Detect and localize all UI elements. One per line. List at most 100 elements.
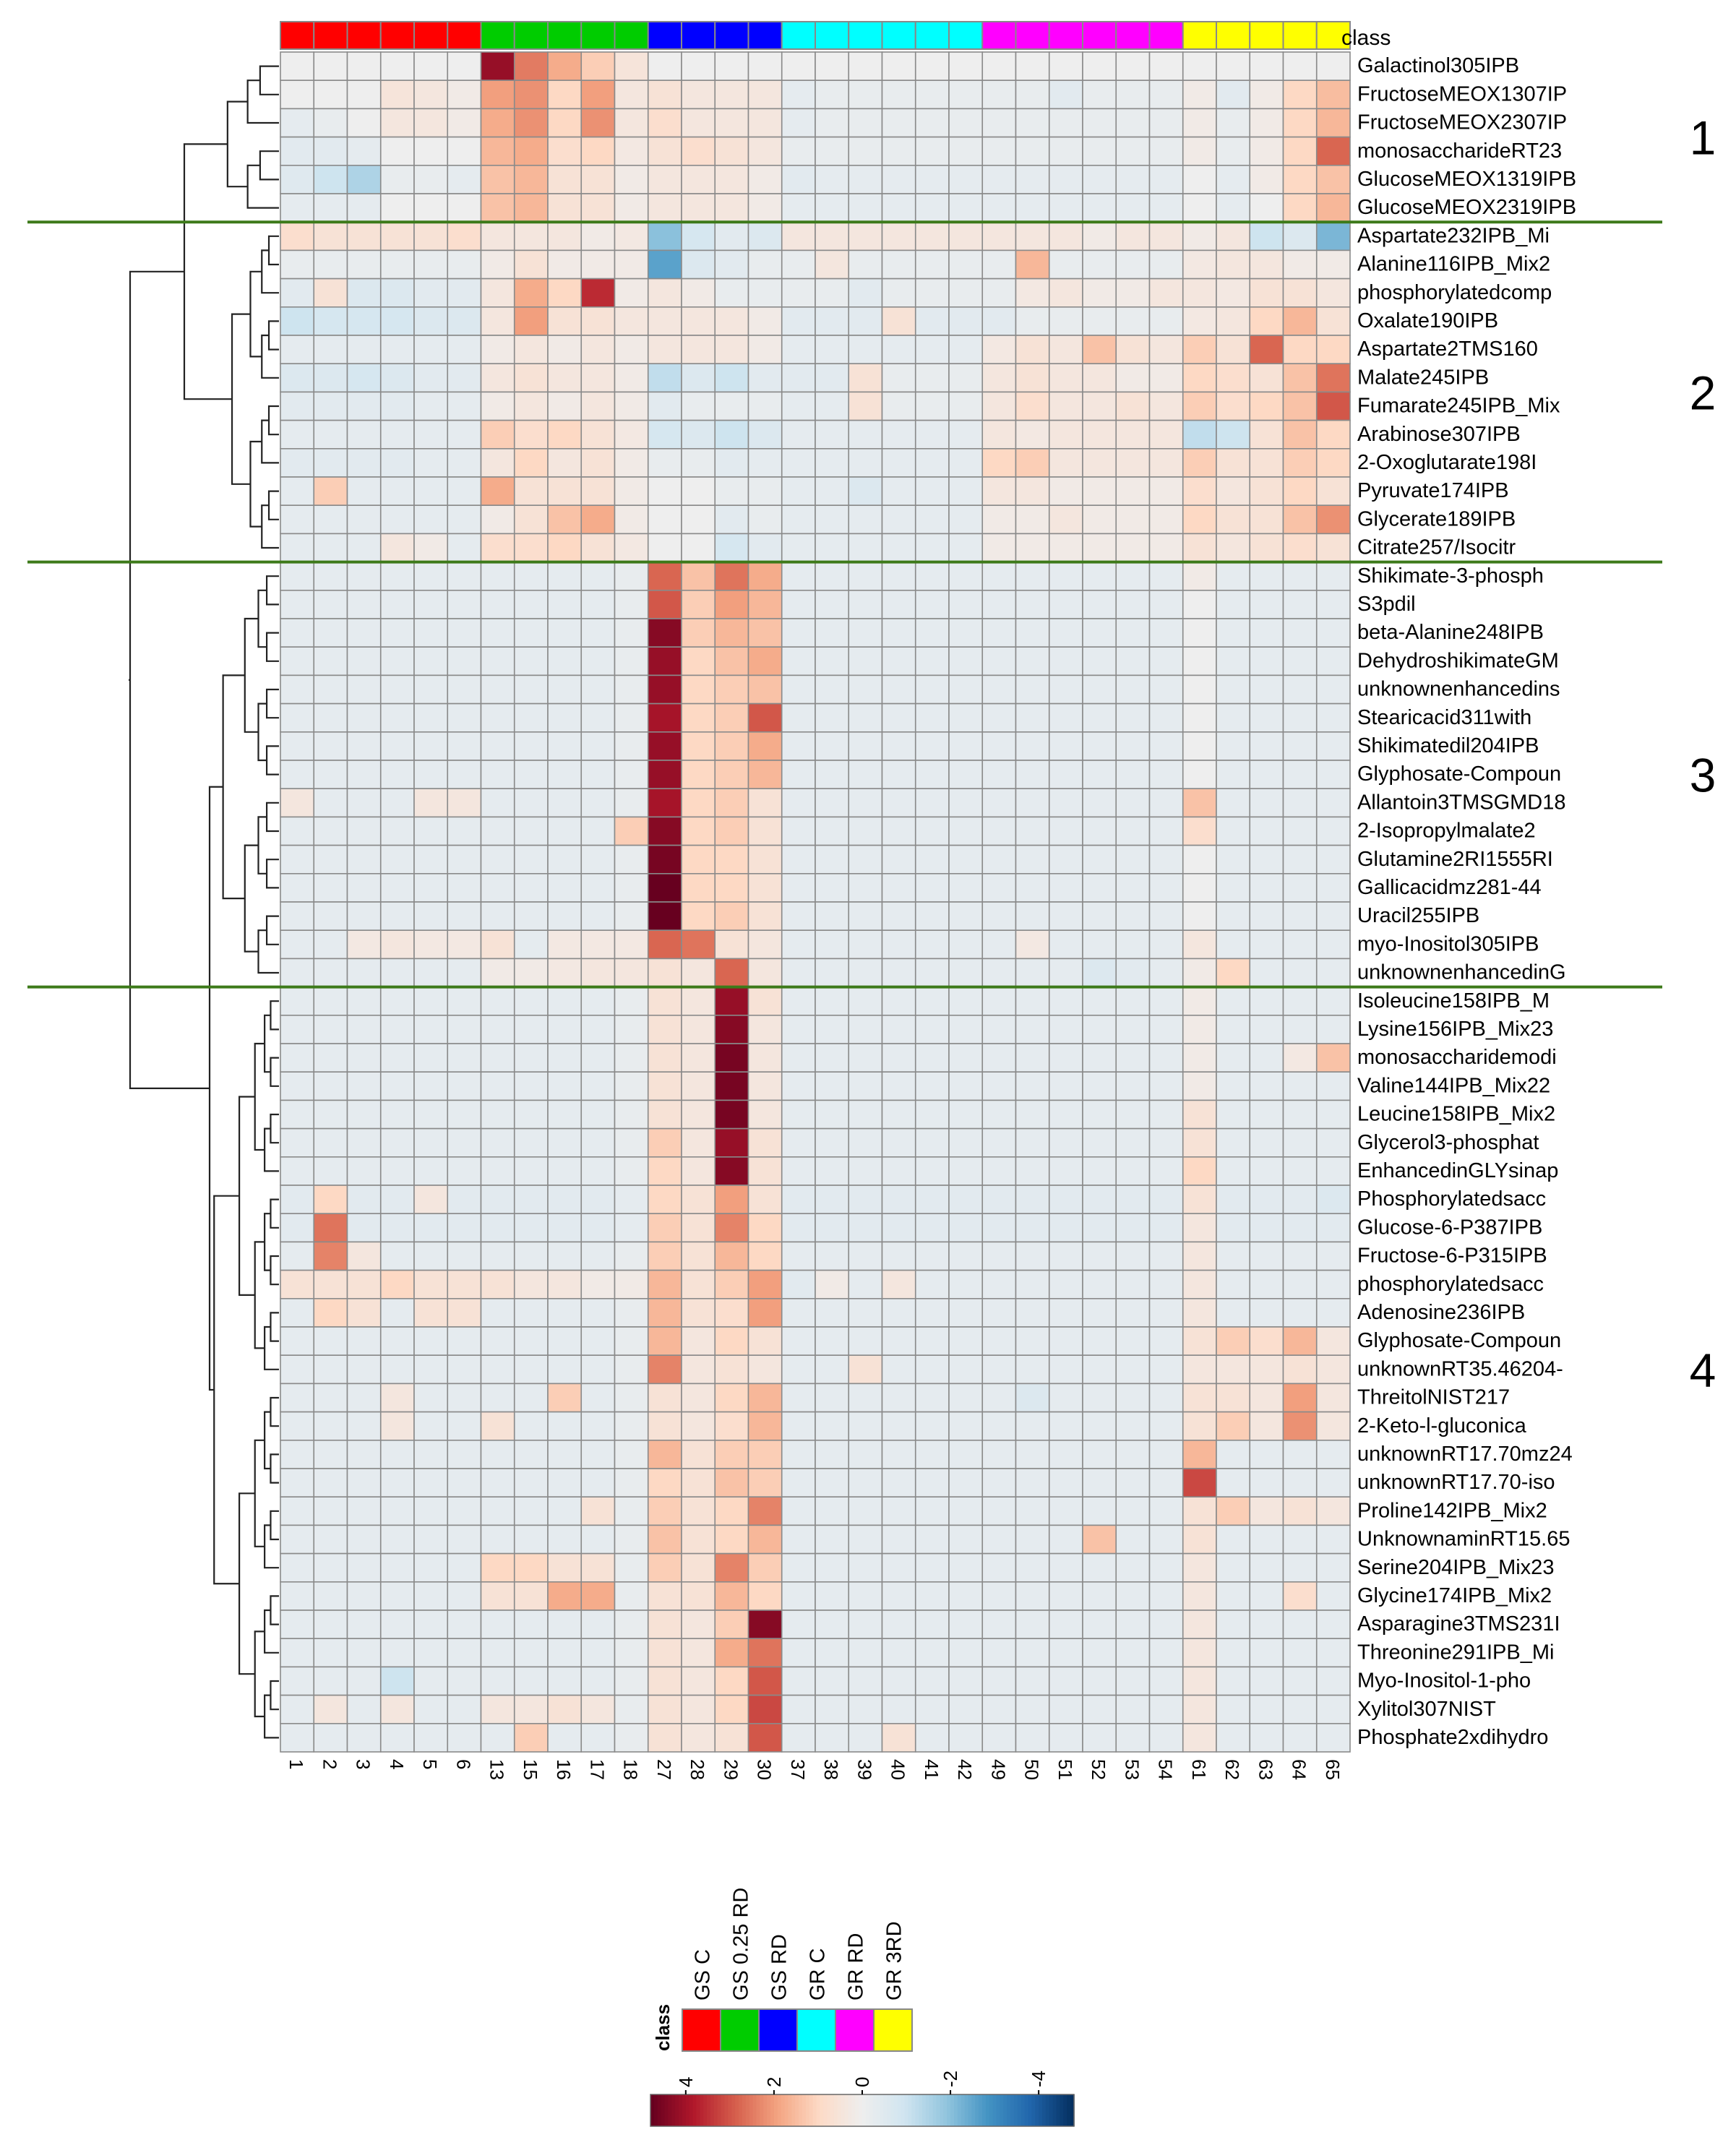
heatmap-cell	[313, 1694, 348, 1724]
heatmap-cell	[914, 1383, 950, 1413]
column-label: 52	[1088, 1759, 1109, 1780]
heatmap-cell	[480, 873, 515, 903]
heatmap-cell	[1216, 1298, 1251, 1328]
heatmap-cell	[914, 1071, 950, 1101]
heatmap-cell	[1182, 986, 1217, 1016]
heatmap-cell	[647, 221, 682, 252]
heatmap-cell	[413, 986, 449, 1016]
heatmap-cell	[848, 1043, 883, 1073]
heatmap-cell	[781, 788, 816, 818]
heatmap-cell	[313, 674, 348, 705]
heatmap-cell	[580, 561, 616, 591]
heatmap-cell	[346, 1241, 382, 1271]
heatmap-cell	[747, 51, 783, 82]
heatmap-cell	[614, 1071, 649, 1101]
heatmap-cell	[681, 1638, 716, 1668]
heatmap-cell	[681, 760, 716, 790]
heatmap-cell	[547, 476, 583, 507]
heatmap-cell	[1249, 1354, 1284, 1385]
heatmap-cell	[280, 1723, 315, 1753]
heatmap-cell	[881, 1354, 916, 1385]
heatmap-cell	[1282, 1411, 1318, 1441]
heatmap-cell	[747, 1241, 783, 1271]
heatmap-cell	[714, 306, 749, 336]
heatmap-cell	[647, 1496, 682, 1526]
heatmap-cell	[647, 1043, 682, 1073]
dendrogram-link	[246, 79, 279, 124]
heatmap-cell	[379, 674, 415, 705]
heatmap-cell	[848, 108, 883, 138]
heatmap-cell	[647, 674, 682, 705]
heatmap-cell	[614, 419, 649, 450]
heatmap-cell	[413, 561, 449, 591]
heatmap-cell	[1315, 419, 1351, 450]
heatmap-cell	[1015, 561, 1050, 591]
heatmap-cell	[647, 844, 682, 874]
heatmap-cell	[547, 1298, 583, 1328]
heatmap-cell	[1082, 1524, 1117, 1555]
heatmap-cell	[914, 1496, 950, 1526]
heatmap-cell	[1216, 1127, 1251, 1158]
heatmap-cell	[346, 1043, 382, 1073]
heatmap-cell	[981, 1468, 1017, 1498]
heatmap-cell	[714, 986, 749, 1016]
heatmap-cell	[914, 929, 950, 960]
heatmap-cell	[1216, 335, 1251, 365]
heatmap-cell	[447, 702, 482, 733]
heatmap-cell	[881, 901, 916, 932]
dendrogram-link	[239, 1492, 255, 1675]
heatmap-cell	[1315, 1127, 1351, 1158]
heatmap-cell	[1282, 1496, 1318, 1526]
legend-class-swatch	[796, 2008, 836, 2052]
heatmap-cell	[1182, 561, 1217, 591]
colorbar-segment	[799, 2094, 803, 2126]
heatmap-cell	[714, 108, 749, 138]
colorbar-segment	[957, 2094, 962, 2126]
heatmap-cell	[513, 1326, 549, 1357]
heatmap-cell	[313, 561, 348, 591]
heatmap-cell	[1182, 1383, 1217, 1413]
heatmap-cell	[614, 844, 649, 874]
heatmap-cell	[1315, 1694, 1351, 1724]
heatmap-cell	[280, 929, 315, 960]
heatmap-cell	[714, 646, 749, 676]
heatmap-cell	[447, 1440, 482, 1469]
heatmap-cell	[447, 1099, 482, 1130]
heatmap-cell	[1249, 476, 1284, 507]
heatmap-cell	[681, 873, 716, 903]
row-label: monosaccharidemodi	[1357, 1046, 1557, 1069]
heatmap-cell	[1182, 1468, 1217, 1498]
row-label: Stearicacid311with	[1357, 706, 1531, 729]
heatmap-cell	[1148, 1156, 1184, 1186]
heatmap-cell	[1048, 391, 1083, 421]
heatmap-cell	[747, 108, 783, 138]
dendrogram-link	[257, 702, 267, 762]
heatmap-cell	[948, 986, 984, 1016]
heatmap-cell	[981, 1610, 1017, 1640]
colorbar-segment	[929, 2094, 934, 2126]
heatmap-cell	[714, 1496, 749, 1526]
heatmap-cell	[881, 1496, 916, 1526]
heatmap-cell	[413, 1666, 449, 1696]
heatmap-cell	[480, 1071, 515, 1101]
heatmap-cell	[346, 561, 382, 591]
colorbar-segment	[1007, 2094, 1011, 2126]
heatmap-cell	[547, 1440, 583, 1469]
heatmap-cell	[815, 1694, 850, 1724]
heatmap-cell	[313, 1213, 348, 1243]
heatmap-cell	[948, 1468, 984, 1498]
heatmap-cell	[1115, 844, 1151, 874]
heatmap-cell	[948, 1015, 984, 1044]
heatmap-cell	[447, 1694, 482, 1724]
heatmap-cell	[1282, 335, 1318, 365]
heatmap-cell	[914, 136, 950, 166]
heatmap-cell	[848, 1156, 883, 1186]
heatmap-cell	[580, 249, 616, 280]
heatmap-cell	[647, 873, 682, 903]
heatmap-cell	[1282, 193, 1318, 223]
heatmap-cell	[747, 1071, 783, 1101]
heatmap-cell	[346, 589, 382, 619]
heatmap-cell	[815, 618, 850, 648]
heatmap-cell	[346, 476, 382, 507]
heatmap-cell	[547, 674, 583, 705]
